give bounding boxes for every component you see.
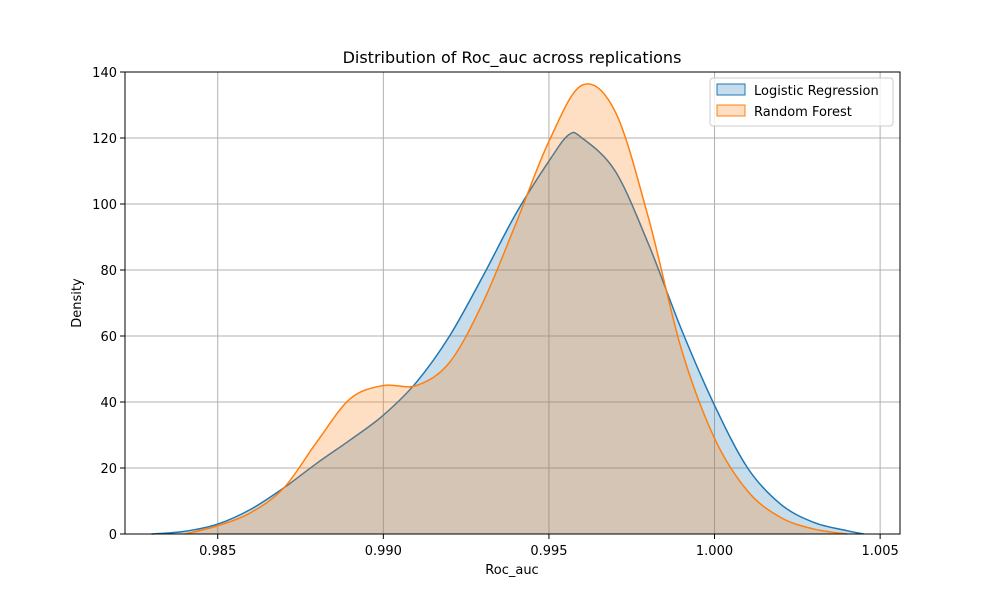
y-tick-label: 80 [100,264,117,279]
random-forest-area [184,83,848,534]
series-layer [151,83,864,535]
random-forest-line [184,83,848,535]
y-axis-label: Density [70,278,85,328]
chart-title: Distribution of Roc_auc across replicati… [343,48,682,68]
legend-swatch-random-forest [716,104,746,117]
y-tick-label: 0 [109,528,117,543]
x-tick-label: 0.995 [530,544,567,559]
y-tick-label: 60 [100,330,117,345]
y-tick-label: 20 [100,462,117,477]
legend-swatch-logistic-regression [716,83,746,96]
legend: Logistic Regression Random Forest [709,77,894,127]
x-tick-label: 0.990 [365,544,402,559]
axis-ticks: 0.985 0.990 0.995 1.000 1.005 0 20 40 60 80 100 120… [92,66,899,559]
x-axis-label: Roc_auc [485,563,538,578]
y-tick-label: 140 [92,66,117,81]
legend-frame [709,77,894,127]
x-tick-label: 1.005 [862,544,899,559]
logistic-regression-area [151,132,864,534]
legend-label-logistic-regression: Logistic Regression [754,84,879,99]
legend-label-random-forest: Random Forest [754,105,852,120]
y-tick-label: 120 [92,132,117,147]
plot-frame [124,71,901,535]
x-tick-label: 0.985 [199,544,236,559]
y-tick-label: 100 [92,198,117,213]
x-tick-label: 1.000 [696,544,733,559]
y-tick-label: 40 [100,396,117,411]
